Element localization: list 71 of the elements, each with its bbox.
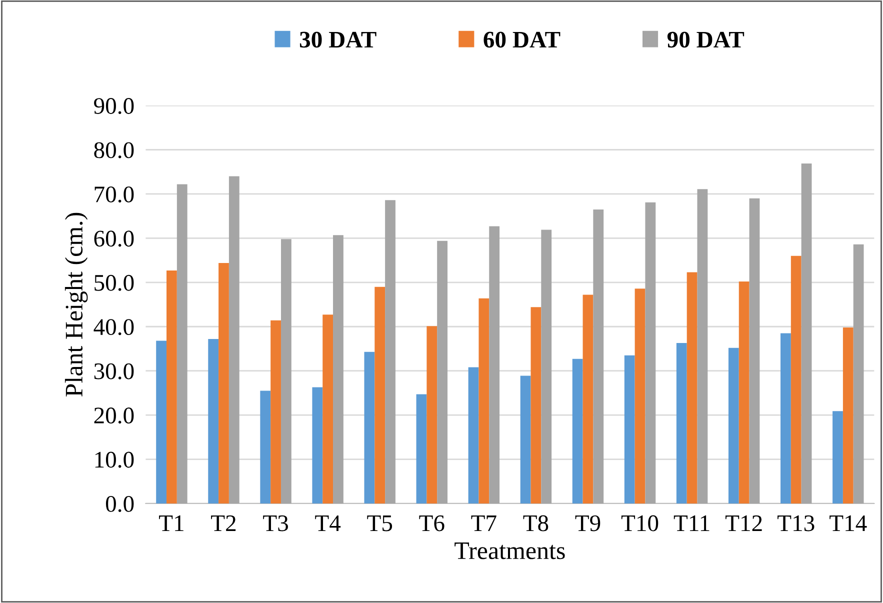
y-tick-label: 70.0	[94, 186, 134, 202]
x-tick-label: T5	[367, 516, 392, 532]
bar	[489, 226, 500, 504]
legend-label: 60 DAT	[484, 32, 560, 48]
bar	[749, 198, 760, 504]
bar	[156, 340, 167, 504]
bar	[780, 333, 791, 504]
bar	[530, 307, 542, 504]
bar	[437, 240, 448, 504]
bar	[312, 387, 323, 504]
y-tick-label: 50.0	[94, 274, 134, 291]
bar	[541, 230, 552, 504]
bar	[270, 320, 281, 504]
bar	[385, 200, 396, 504]
bar	[593, 209, 604, 504]
bar	[416, 394, 427, 504]
bar	[790, 256, 802, 504]
bar	[572, 358, 583, 504]
bar	[686, 272, 698, 504]
x-tick-label: T2	[211, 515, 236, 531]
legend-label: 90 DAT	[667, 32, 744, 48]
x-tick-label: T7	[471, 516, 496, 531]
x-tick-label: T1	[159, 515, 184, 531]
y-tick-label: 90.0	[94, 98, 134, 114]
bar	[582, 294, 594, 504]
bar	[218, 262, 229, 504]
y-tick-label: 40.0	[94, 319, 134, 336]
bar	[166, 270, 177, 504]
x-axis-title: Treatments	[454, 542, 565, 560]
bar	[208, 339, 219, 504]
bar	[176, 184, 188, 504]
x-tick-label: T13	[778, 515, 814, 532]
bar	[260, 390, 271, 504]
bar	[676, 342, 687, 504]
bar	[228, 176, 240, 504]
bar	[697, 189, 708, 504]
bar	[468, 367, 479, 504]
y-tick-label: 0.0	[106, 496, 134, 512]
x-tick-label: T10	[621, 515, 658, 532]
bar	[634, 288, 646, 504]
y-tick-label: 80.0	[94, 142, 134, 158]
y-axis-title: Plant Height (cm.)	[64, 212, 88, 396]
bar	[853, 244, 864, 504]
x-tick-label: T3	[263, 515, 288, 532]
bar	[478, 298, 490, 504]
legend-label: 30 DAT	[300, 32, 376, 48]
bar	[832, 411, 843, 504]
bar	[364, 352, 375, 504]
bar	[645, 202, 656, 504]
y-tick-label: 10.0	[95, 452, 134, 468]
bar	[728, 348, 739, 504]
bar	[333, 235, 344, 504]
bar	[624, 355, 635, 504]
y-tick-label: 20.0	[94, 408, 134, 424]
bar	[322, 314, 334, 504]
y-tick-label: 30.0	[94, 363, 134, 380]
bar	[738, 282, 750, 504]
bar	[520, 376, 531, 504]
bar	[374, 286, 386, 504]
x-tick-label: T9	[575, 515, 600, 532]
bar	[426, 326, 438, 504]
x-tick-label: T6	[419, 515, 444, 532]
bar	[280, 239, 292, 504]
bar	[842, 328, 854, 504]
x-tick-label: T14	[830, 515, 867, 531]
x-tick-label: T4	[315, 515, 341, 531]
y-tick-label: 60.0	[94, 230, 134, 247]
x-tick-label: T11	[674, 515, 710, 531]
x-tick-label: T8	[523, 515, 548, 532]
x-tick-label: T12	[725, 515, 762, 531]
bar	[801, 163, 812, 504]
